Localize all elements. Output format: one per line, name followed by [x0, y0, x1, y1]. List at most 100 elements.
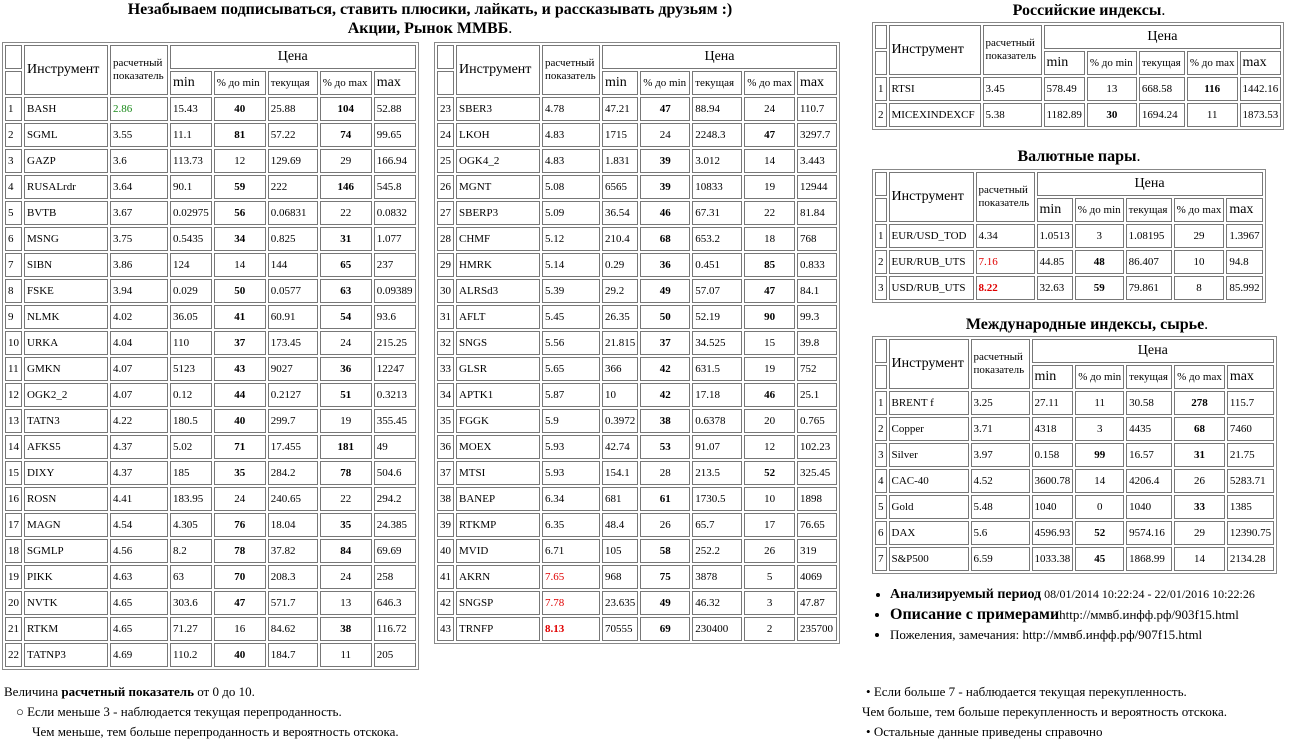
pct-to-min: 81 — [213, 123, 266, 147]
current-value: 84.62 — [267, 617, 318, 641]
min-value: 968 — [602, 565, 639, 589]
calc-value: 4.65 — [110, 591, 168, 615]
pct-to-min: 12 — [213, 149, 266, 173]
max-value: 81.84 — [796, 201, 837, 225]
header-row: Инструмент расчетный показатель Цена — [875, 172, 1263, 222]
header-row: min% до min текущая% до max max — [875, 365, 1275, 389]
header-max: max — [796, 71, 837, 95]
wish-link[interactable]: http://ммвб.инфф.рф/907f15.html — [1022, 627, 1203, 642]
row-number: 2 — [875, 250, 887, 274]
instrument-name: AFKS5 — [24, 435, 108, 459]
max-value: 21.75 — [1226, 443, 1275, 467]
desc-link[interactable]: http://ммвб.инфф.рф/903f15.html — [1059, 607, 1239, 622]
calc-value: 5.9 — [542, 409, 600, 433]
instrument-name: SBER3 — [456, 97, 540, 121]
pct-to-min: 56 — [213, 201, 266, 225]
table-row: 1 RTSI 3.45 578.49 13 668.58 116 1442.16 — [875, 77, 1282, 101]
min-value: 4318 — [1031, 417, 1074, 441]
current-value: 299.7 — [267, 409, 318, 433]
calc-value: 4.37 — [110, 461, 168, 485]
max-value: 84.1 — [796, 279, 837, 303]
header-instrument: Инструмент — [24, 45, 108, 95]
min-value: 105 — [602, 539, 639, 563]
pct-to-max: 22 — [319, 487, 372, 511]
max-value: 52.88 — [373, 97, 416, 121]
min-value: 71.27 — [170, 617, 212, 641]
max-value: 545.8 — [373, 175, 416, 199]
instrument-name: SIBN — [24, 253, 108, 277]
header-instrument: Инструмент — [456, 45, 540, 95]
min-value: 47.21 — [602, 97, 639, 121]
current-value: 653.2 — [692, 227, 743, 251]
min-value: 3600.78 — [1031, 469, 1074, 493]
pct-to-max: 46 — [744, 383, 795, 407]
row-number: 1 — [875, 77, 887, 101]
row-number: 35 — [437, 409, 454, 433]
pct-to-max: 24 — [744, 97, 795, 121]
table-row: 21 RTKM 4.65 71.27 16 84.62 38 116.72 — [5, 617, 416, 641]
max-value: 3297.7 — [796, 123, 837, 147]
instrument-name: DAX — [888, 521, 969, 545]
calc-value: 8.13 — [542, 617, 600, 641]
current-value: 1.08195 — [1125, 224, 1172, 248]
pct-to-min: 61 — [640, 487, 691, 511]
desc-label: Описание с примерами — [890, 606, 1060, 623]
current-value: 3.012 — [692, 149, 743, 173]
min-value: 124 — [170, 253, 212, 277]
current-value: 1694.24 — [1138, 103, 1185, 127]
instrument-name: S&P500 — [888, 547, 969, 571]
title-text: Российские индексы — [1012, 2, 1162, 19]
min-value: 32.63 — [1036, 276, 1073, 300]
table-row: 19 PIKK 4.63 63 70 208.3 24 258 — [5, 565, 416, 589]
stocks-table-right: Инструмент расчетный показатель Цена min% до… — [434, 42, 840, 644]
instrument-name: FSKE — [24, 279, 108, 303]
header-pct-max: % до max — [1186, 51, 1238, 75]
min-value: 44.85 — [1036, 250, 1073, 274]
row-number: 20 — [5, 591, 22, 615]
calc-value: 5.39 — [542, 279, 600, 303]
min-value: 0.5435 — [170, 227, 212, 251]
calc-value: 4.65 — [110, 617, 168, 641]
text: Величина — [4, 684, 62, 699]
current-value: 91.07 — [692, 435, 743, 459]
header-num-cell — [437, 45, 454, 69]
row-number: 1 — [875, 391, 887, 415]
calc-value: 2.86 — [110, 97, 168, 121]
max-value: 12247 — [373, 357, 416, 381]
calc-value: 3.97 — [970, 443, 1030, 467]
calc-value: 4.34 — [975, 224, 1035, 248]
min-value: 36.05 — [170, 305, 212, 329]
current-value: 34.525 — [692, 331, 743, 355]
row-number: 10 — [5, 331, 22, 355]
current-value: 30.58 — [1126, 391, 1173, 415]
pct-to-min: 52 — [1075, 521, 1125, 545]
table-row: 23 SBER3 4.78 47.21 47 88.94 24 110.7 — [437, 97, 837, 121]
calc-value: 6.34 — [542, 487, 600, 511]
max-value: 504.6 — [373, 461, 416, 485]
pct-to-max: 3 — [744, 591, 795, 615]
page-header: Незабываем подписываться, ставить плюсик… — [0, 0, 860, 38]
min-value: 0.158 — [1031, 443, 1074, 467]
table-row: 38 BANEP 6.34 681 61 1730.5 10 1898 — [437, 487, 837, 511]
max-value: 25.1 — [796, 383, 837, 407]
row-number: 30 — [437, 279, 454, 303]
row-number: 19 — [5, 565, 22, 589]
max-value: 166.94 — [373, 149, 416, 173]
pct-to-max: 13 — [319, 591, 372, 615]
row-number: 6 — [5, 227, 22, 251]
text: Остальные данные приведены справочно — [873, 724, 1103, 739]
current-value: 173.45 — [267, 331, 318, 355]
pct-to-max: 36 — [319, 357, 372, 381]
pct-to-min: 44 — [213, 383, 266, 407]
table-row: 40 MVID 6.71 105 58 252.2 26 319 — [437, 539, 837, 563]
calc-value: 4.07 — [110, 383, 168, 407]
header-min: min — [1036, 198, 1073, 222]
min-value: 26.35 — [602, 305, 639, 329]
calc-value: 4.04 — [110, 331, 168, 355]
header-line1: Незабываем подписываться, ставить плюсик… — [127, 1, 733, 18]
pct-to-max: 24 — [319, 331, 372, 355]
calc-value: 5.65 — [542, 357, 600, 381]
pct-to-min: 71 — [213, 435, 266, 459]
table-row: 24 LKOH 4.83 1715 24 2248.3 47 3297.7 — [437, 123, 837, 147]
calc-value: 5.93 — [542, 435, 600, 459]
